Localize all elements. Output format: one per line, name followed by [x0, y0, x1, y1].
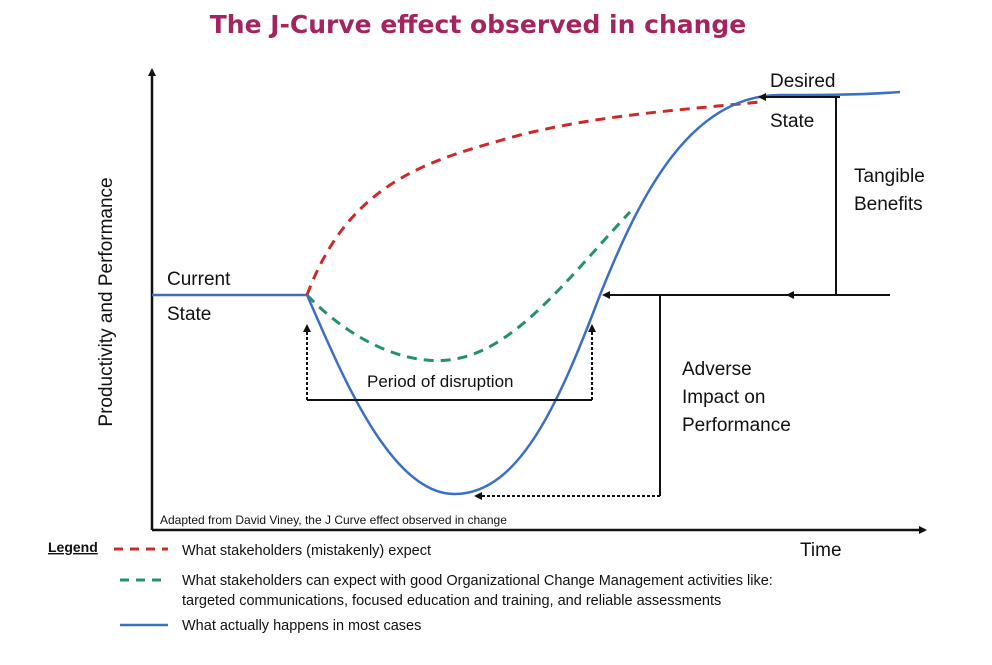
legend-item-expected: What stakeholders (mistakenly) expect: [182, 543, 431, 559]
tangible-label-1: Tangible: [854, 166, 925, 187]
expected-curve: [305, 100, 761, 296]
desired-state-label-2: State: [770, 111, 814, 132]
source-credit: Adapted from David Viney, the J Curve ef…: [160, 513, 507, 527]
disruption-label: Period of disruption: [367, 372, 513, 391]
adverse-label-2: Impact on: [682, 387, 765, 408]
desired-state-label-1: Desired: [770, 71, 835, 92]
current-state-label-2: State: [167, 304, 211, 325]
adverse-label-3: Performance: [682, 415, 791, 436]
legend-item-ocm-line1: What stakeholders can expect with good O…: [182, 573, 773, 589]
current-state-label-1: Current: [167, 269, 231, 290]
tangible-label-2: Benefits: [854, 194, 923, 215]
adverse-label-1: Adverse: [682, 359, 752, 380]
legend-item-actual: What actually happens in most cases: [182, 618, 421, 634]
legend-heading: Legend: [48, 539, 98, 555]
ocm-curve: [305, 210, 632, 363]
diagram-title: The J-Curve effect observed in change: [210, 10, 747, 39]
legend-item-ocm-line2: targeted communications, focused educati…: [182, 593, 721, 609]
x-axis-label: Time: [800, 540, 842, 561]
actual-curve: [305, 90, 901, 496]
y-axis-label: Productivity and Performance: [96, 177, 117, 426]
